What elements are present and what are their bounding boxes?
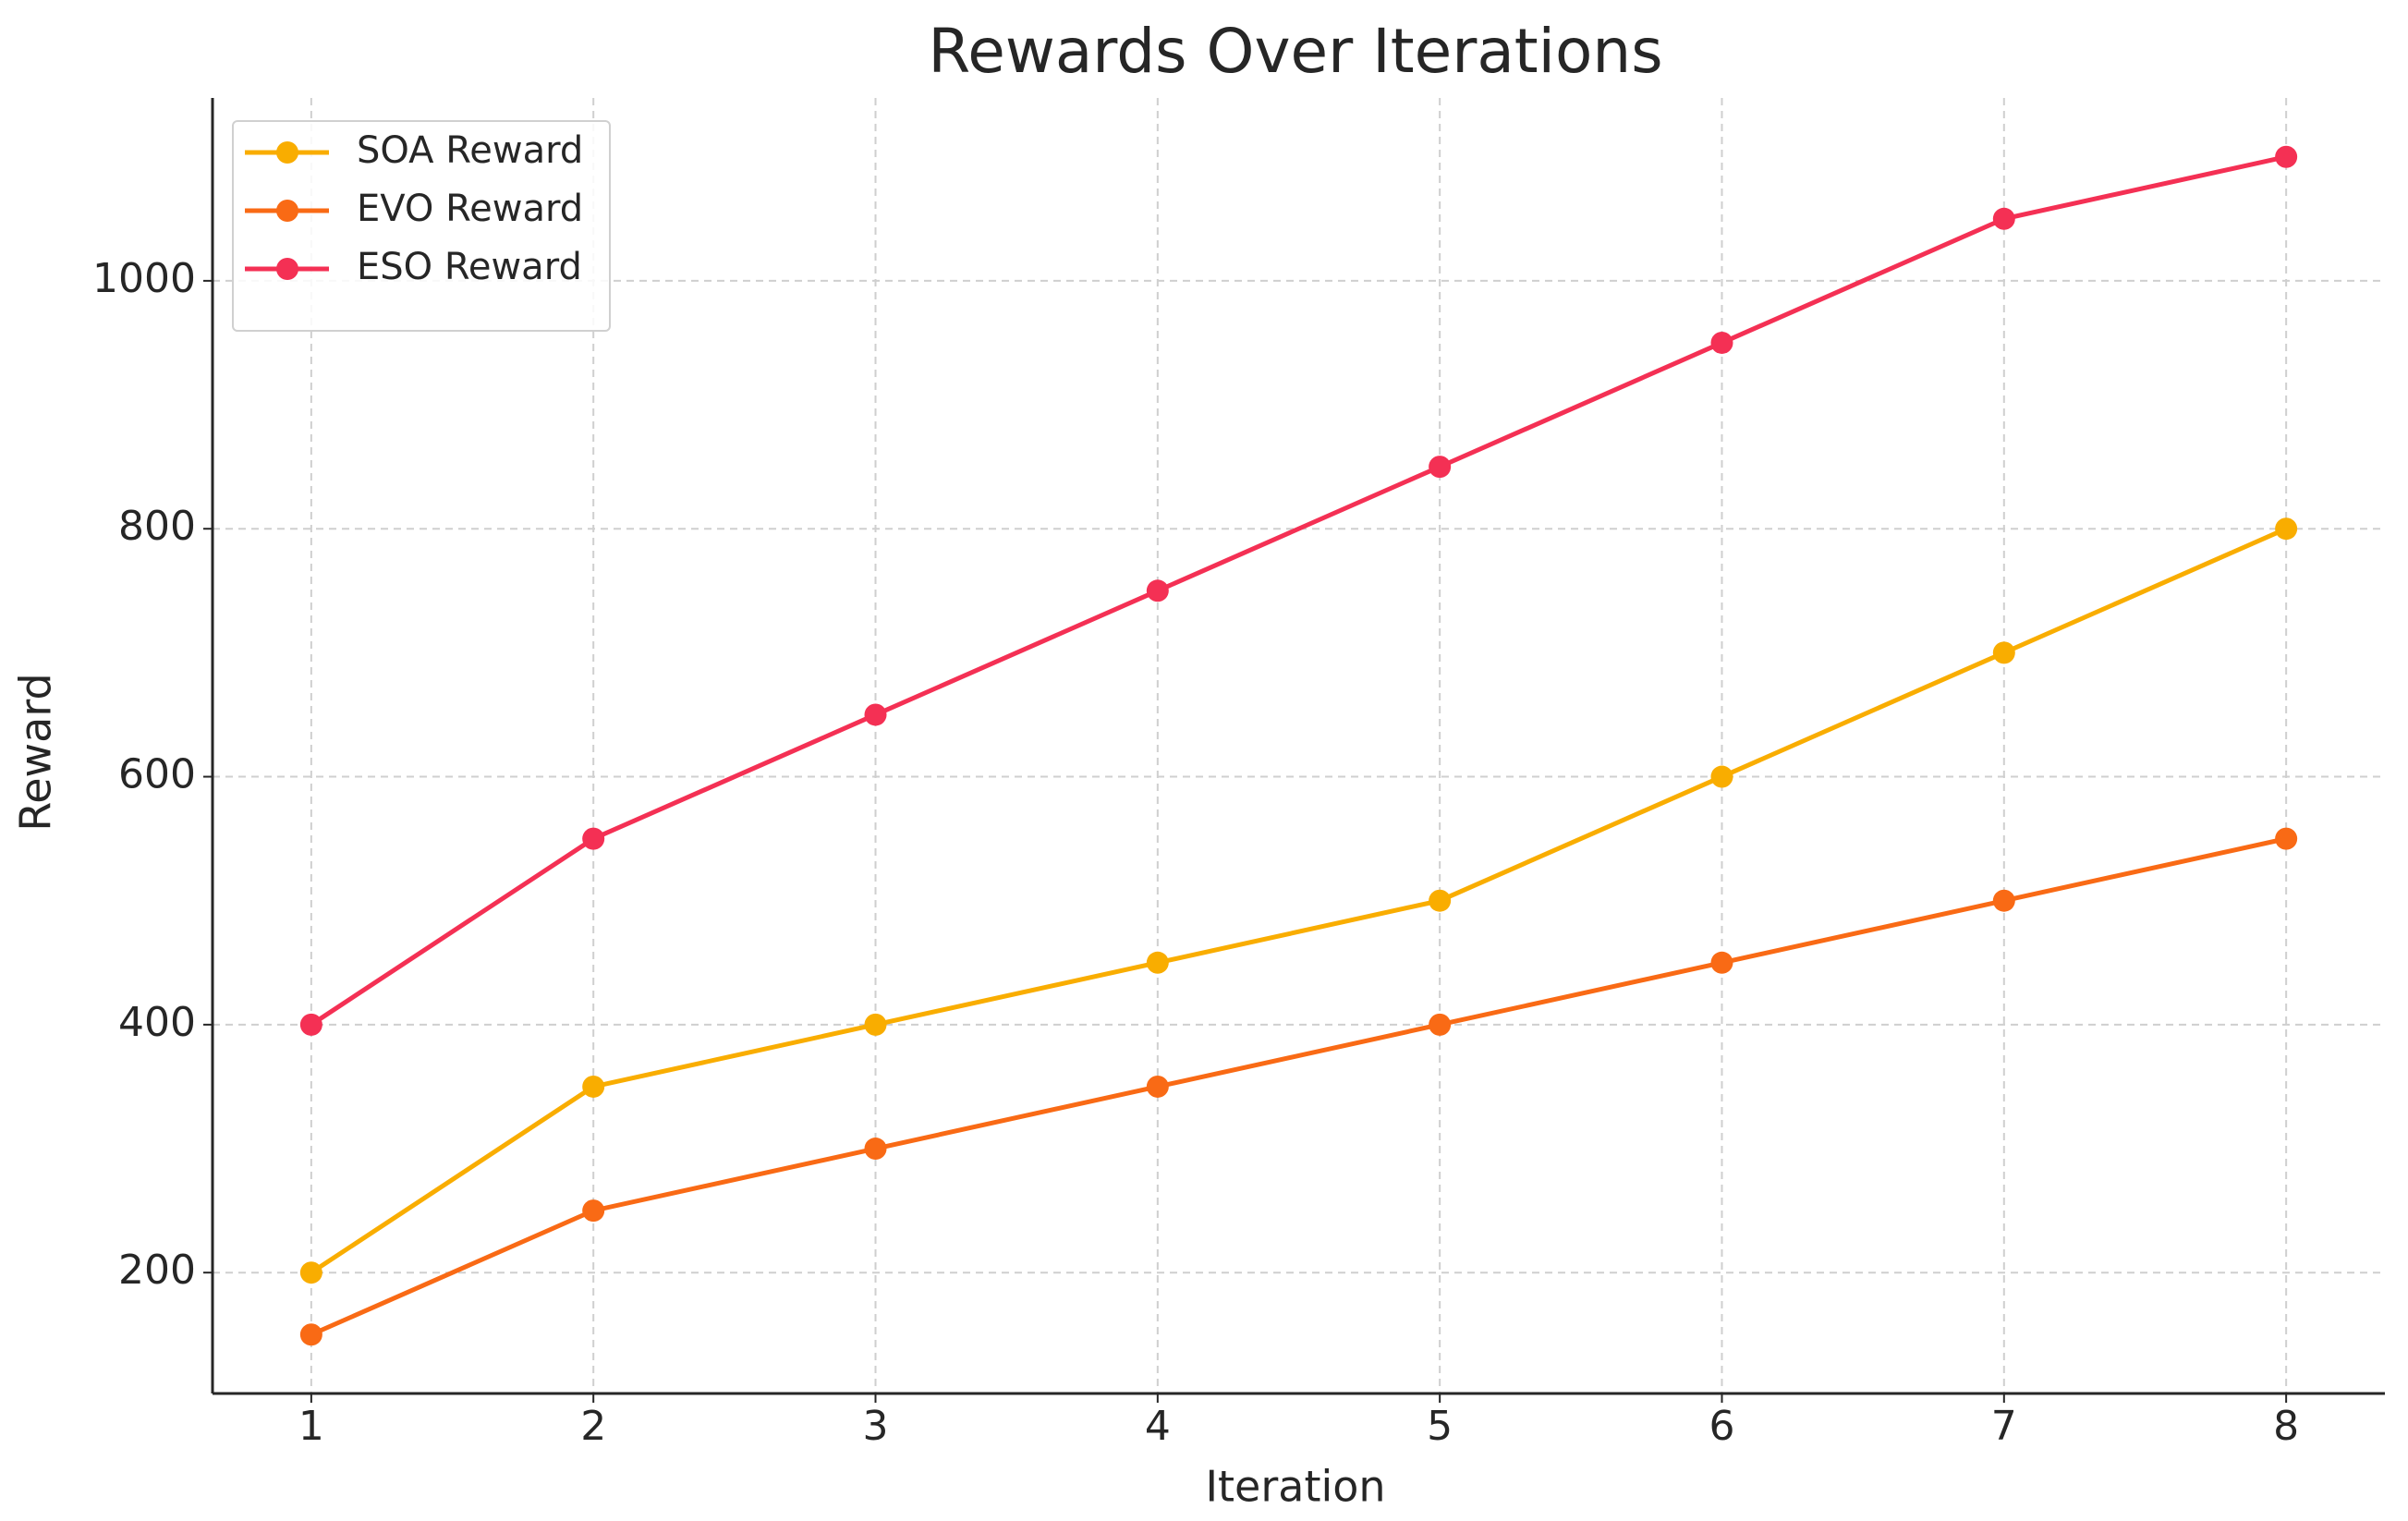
data-point	[1710, 951, 1733, 974]
data-point	[582, 1199, 605, 1223]
legend-label: ESO Reward	[357, 246, 582, 288]
legend: SOA Reward EVO Reward ESO Reward	[232, 120, 611, 332]
data-point	[2275, 517, 2298, 541]
data-point	[1992, 889, 2015, 912]
data-point	[299, 1323, 322, 1346]
data-point	[2275, 145, 2298, 168]
data-point	[864, 703, 887, 726]
data-point	[1429, 889, 1452, 912]
x-tick-label: 8	[2273, 1403, 2299, 1450]
x-axis-label: Iteration	[1205, 1462, 1385, 1512]
data-point	[2275, 827, 2298, 850]
x-tick-label: 3	[863, 1403, 889, 1450]
data-point	[1146, 1075, 1169, 1098]
data-point	[1429, 456, 1452, 479]
x-tick-label: 7	[1991, 1403, 2017, 1450]
data-point	[582, 1075, 605, 1098]
data-point	[1710, 765, 1733, 788]
y-tick-label: 800	[118, 503, 196, 550]
legend-marker	[276, 200, 298, 222]
data-point	[864, 1013, 887, 1036]
x-tick-label: 4	[1145, 1403, 1171, 1450]
legend-marker	[276, 258, 298, 280]
series-line	[310, 526, 2288, 1275]
data-point	[864, 1138, 887, 1161]
series-line	[310, 154, 2287, 1027]
data-point	[1146, 951, 1169, 974]
data-point	[582, 827, 605, 850]
legend-label: EVO Reward	[357, 188, 583, 230]
y-tick-label: 1000	[92, 255, 196, 302]
x-tick-label: 5	[1427, 1403, 1453, 1450]
y-axis-label: Reward	[11, 673, 61, 831]
chart-title: Rewards Over Iterations	[928, 16, 1662, 87]
data-point	[299, 1013, 322, 1036]
y-tick-label: 400	[118, 999, 196, 1046]
y-tick-label: 600	[118, 751, 196, 798]
y-tick-label: 200	[118, 1247, 196, 1294]
x-tick-label: 2	[580, 1403, 606, 1450]
x-tick-label: 6	[1709, 1403, 1734, 1450]
data-point	[1146, 579, 1169, 602]
series-line	[310, 836, 2287, 1337]
data-point	[1992, 207, 2015, 230]
data-point	[1710, 331, 1733, 354]
legend-box	[232, 120, 611, 332]
legend-marker	[276, 141, 298, 164]
data-point	[299, 1261, 322, 1284]
legend-label: SOA Reward	[357, 129, 583, 172]
x-tick-label: 1	[298, 1403, 324, 1450]
data-point	[1992, 641, 2015, 664]
data-point	[1429, 1013, 1452, 1036]
